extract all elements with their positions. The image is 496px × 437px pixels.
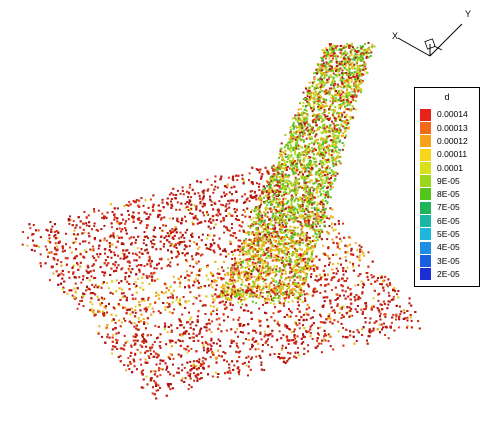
legend-swatch — [420, 268, 431, 281]
legend-label: 6E-05 — [437, 215, 460, 226]
legend-row: 0.00014 — [420, 108, 468, 121]
x-axis-label: X — [392, 31, 399, 41]
axis-triad — [397, 23, 463, 57]
legend-row: 0.00011 — [420, 148, 468, 161]
legend-swatch — [420, 201, 431, 214]
legend-swatch — [420, 188, 431, 201]
legend-row: 3E-05 — [420, 254, 468, 267]
legend-swatch — [420, 121, 431, 134]
legend-title: d — [444, 92, 450, 102]
legend-rows: 0.00014 0.00013 0.00012 0.00011 0.0001 9E-05 8… — [420, 108, 468, 281]
legend-swatch — [420, 254, 431, 267]
legend-row: 2E-05 — [420, 268, 468, 281]
legend-label: 4E-05 — [437, 242, 460, 253]
legend-swatch — [420, 135, 431, 148]
legend-row: 5E-05 — [420, 228, 468, 241]
legend-swatch — [420, 228, 431, 241]
legend-row: 0.0001 — [420, 161, 468, 174]
legend-row: 8E-05 — [420, 188, 468, 201]
y-axis-label: Y — [465, 9, 472, 19]
legend-swatch — [420, 241, 431, 254]
legend-row: 7E-05 — [420, 201, 468, 214]
legend-label: 5E-05 — [437, 229, 460, 240]
legend-label: 9E-05 — [437, 175, 460, 186]
legend-swatch — [420, 108, 431, 121]
legend-swatch — [420, 161, 431, 174]
legend-row: 0.00012 — [420, 135, 468, 148]
legend-row: 4E-05 — [420, 241, 468, 254]
color-legend: d 0.00014 0.00013 0.00012 0.00011 0.0001 9E-0… — [414, 87, 480, 287]
legend-swatch — [420, 148, 431, 161]
legend-label: 0.00012 — [437, 135, 468, 146]
particle-cloud — [21, 41, 421, 400]
legend-label: 7E-05 — [437, 202, 460, 213]
legend-label: 0.0001 — [437, 162, 463, 173]
legend-label: 0.00011 — [437, 149, 468, 160]
legend-row: 0.00013 — [420, 121, 468, 134]
legend-label: 0.00014 — [437, 109, 468, 120]
legend-label: 3E-05 — [437, 255, 460, 266]
legend-row: 9E-05 — [420, 174, 468, 188]
legend-label: 8E-05 — [437, 189, 460, 200]
legend-swatch — [420, 175, 431, 188]
legend-label: 0.00013 — [437, 122, 468, 133]
legend-row: 6E-05 — [420, 214, 468, 228]
legend-label: 2E-05 — [437, 268, 460, 279]
legend-swatch — [420, 215, 431, 228]
